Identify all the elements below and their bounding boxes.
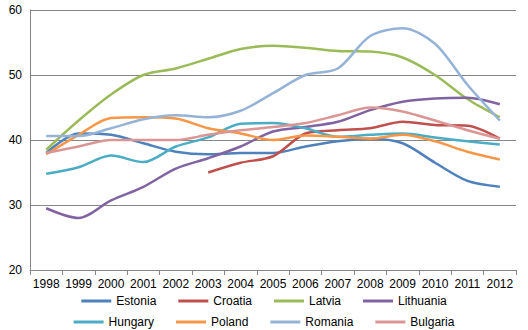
svg-text:2002: 2002: [162, 277, 189, 291]
svg-text:2006: 2006: [292, 277, 319, 291]
svg-text:2012: 2012: [486, 277, 513, 291]
svg-text:Hungary: Hungary: [109, 315, 154, 329]
svg-text:2009: 2009: [389, 277, 416, 291]
svg-text:Lithuania: Lithuania: [398, 294, 447, 308]
svg-text:20: 20: [9, 263, 23, 277]
svg-text:1999: 1999: [65, 277, 92, 291]
svg-text:50: 50: [9, 68, 23, 82]
svg-text:60: 60: [9, 3, 23, 17]
svg-text:2004: 2004: [227, 277, 254, 291]
svg-text:Bulgaria: Bulgaria: [410, 315, 454, 329]
svg-text:2007: 2007: [324, 277, 351, 291]
svg-text:2003: 2003: [195, 277, 222, 291]
svg-text:2011: 2011: [454, 277, 480, 291]
svg-text:1998: 1998: [33, 277, 60, 291]
svg-text:2000: 2000: [98, 277, 125, 291]
svg-text:2008: 2008: [357, 277, 384, 291]
svg-text:2010: 2010: [422, 277, 449, 291]
svg-text:Estonia: Estonia: [116, 294, 156, 308]
svg-text:2001: 2001: [130, 277, 157, 291]
svg-text:2005: 2005: [260, 277, 287, 291]
svg-text:30: 30: [9, 198, 23, 212]
svg-text:Romania: Romania: [305, 315, 353, 329]
svg-text:Latvia: Latvia: [309, 294, 341, 308]
svg-text:Poland: Poland: [211, 315, 248, 329]
svg-text:Croatia: Croatia: [213, 294, 252, 308]
svg-text:40: 40: [9, 133, 23, 147]
